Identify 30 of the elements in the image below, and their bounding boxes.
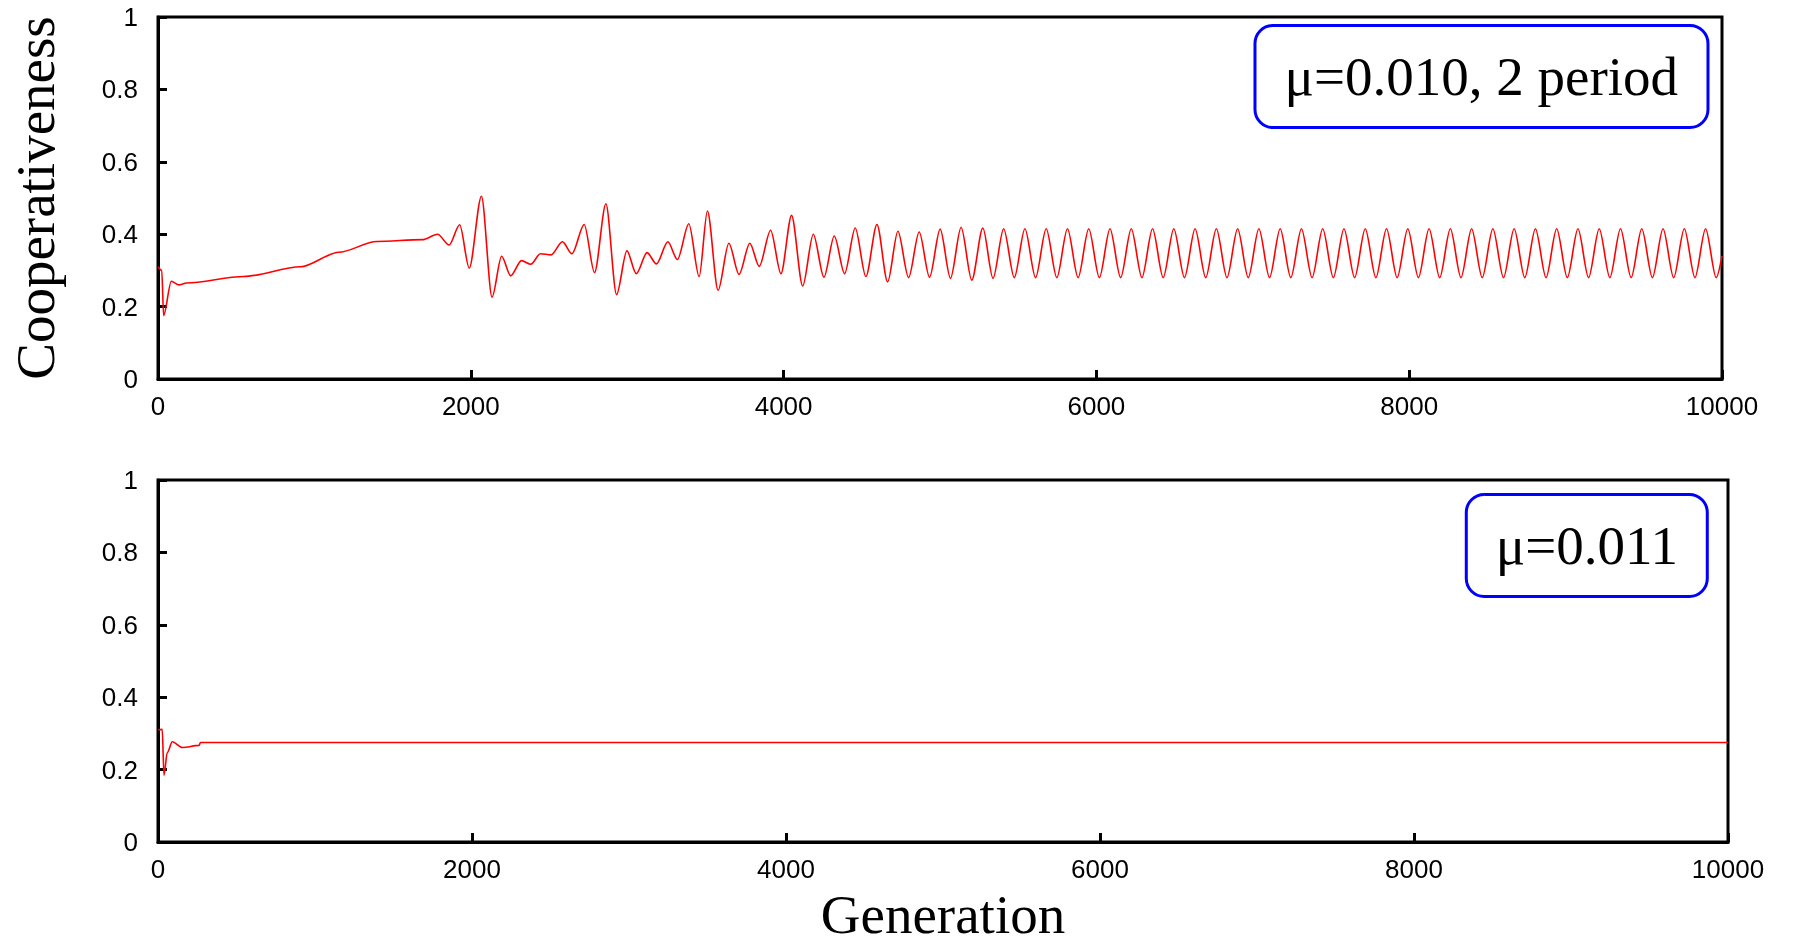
- x-axis-title: Generation: [820, 883, 1066, 945]
- y-tick-label: 0.2: [101, 754, 138, 785]
- y-tick-label: 0.6: [101, 609, 138, 640]
- x-tick-label: 0: [150, 391, 166, 421]
- x-tick-label: 8000: [1385, 854, 1443, 884]
- annotation: μ=0.010, 2 period: [1284, 46, 1678, 107]
- x-tick-label: 4000: [757, 854, 815, 884]
- y-tick-label: 0.4: [101, 682, 138, 713]
- y-tick-label: 0.8: [101, 74, 138, 105]
- line-series: [157, 728, 1729, 777]
- x-tick-label: 2000: [443, 854, 501, 884]
- line-series: [157, 195, 1723, 317]
- x-tick-label: 0: [150, 854, 166, 884]
- x-tick-label: 6000: [1067, 391, 1126, 421]
- y-tick-label: 0.6: [101, 146, 138, 177]
- y-tick-label: 0.2: [101, 291, 138, 322]
- y-tick-label: 0: [123, 827, 138, 857]
- annotation: μ=0.011: [1495, 515, 1678, 576]
- y-tick-label: 1: [123, 2, 138, 32]
- y-tick-label: 0.4: [101, 219, 138, 250]
- y-tick-label: 0: [123, 364, 138, 394]
- x-tick-label: 2000: [441, 391, 500, 421]
- x-tick-label: 10000: [1685, 391, 1759, 421]
- x-tick-label: 8000: [1380, 391, 1439, 421]
- x-tick-label: 10000: [1691, 854, 1765, 884]
- y-tick-label: 0.8: [101, 537, 138, 568]
- x-tick-label: 6000: [1071, 854, 1129, 884]
- y-tick-label: 1: [123, 465, 138, 495]
- y-axis-title: Cooperativeness: [5, 16, 66, 380]
- x-tick-label: 4000: [754, 391, 813, 421]
